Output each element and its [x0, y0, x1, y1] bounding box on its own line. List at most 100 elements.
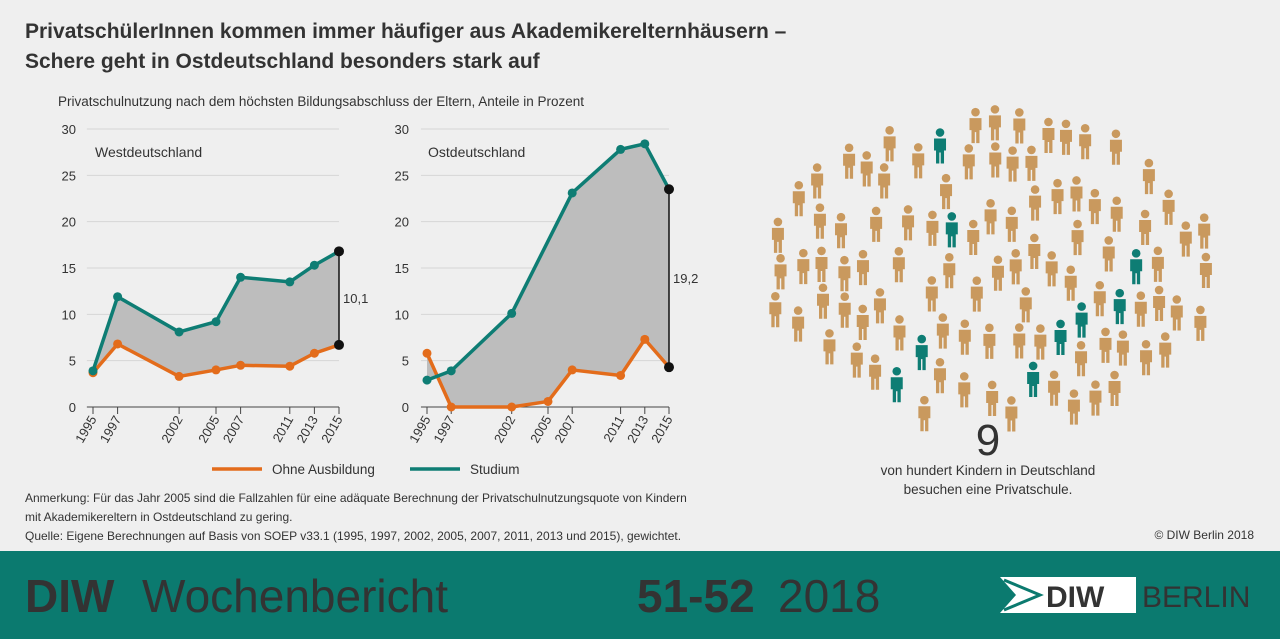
person-head — [1077, 302, 1086, 311]
person-head — [971, 107, 980, 117]
series-line — [425, 337, 671, 409]
point — [616, 144, 626, 154]
person-icon — [983, 323, 996, 359]
person-icon — [792, 180, 805, 217]
person-body — [893, 325, 906, 351]
person-body — [774, 264, 787, 290]
person-icon — [1029, 185, 1042, 221]
point — [88, 366, 98, 376]
logo-mark — [1003, 578, 1044, 612]
point — [567, 188, 577, 198]
person-icon — [1139, 209, 1152, 245]
person-icon — [771, 217, 784, 253]
person-body — [1070, 186, 1083, 212]
person-icon — [962, 144, 975, 180]
person-icon — [926, 210, 939, 246]
person-head — [771, 291, 780, 301]
person-body — [1151, 256, 1164, 282]
person-head — [1118, 330, 1128, 339]
person-icon — [1013, 108, 1026, 144]
person-head — [1199, 213, 1209, 222]
person-head — [844, 143, 854, 153]
person-icon — [1019, 287, 1032, 323]
person-body — [856, 260, 869, 286]
person-head — [773, 217, 783, 227]
person-head — [1047, 251, 1056, 260]
person-head — [1030, 185, 1040, 194]
point — [616, 370, 626, 380]
person-head — [858, 249, 868, 259]
person-head — [959, 372, 969, 381]
person-body — [936, 323, 949, 349]
person-body — [1194, 315, 1207, 341]
person-icon — [823, 329, 836, 365]
point — [664, 362, 674, 373]
person-icon — [878, 163, 891, 199]
person-icon — [1067, 389, 1080, 425]
person-head — [968, 219, 978, 229]
person-body — [1013, 333, 1026, 359]
point — [211, 317, 221, 327]
person-icon — [838, 255, 851, 292]
person-body — [970, 286, 983, 312]
person-head — [1049, 370, 1059, 380]
point — [334, 339, 344, 350]
y-tick-label: 25 — [62, 168, 76, 183]
person-body — [902, 215, 915, 241]
person-body — [873, 298, 886, 324]
person-body — [1110, 206, 1123, 232]
person-icon — [890, 366, 903, 403]
y-tick-label: 20 — [395, 215, 409, 230]
person-body — [1013, 118, 1026, 144]
point — [640, 334, 650, 344]
person-icon — [870, 206, 883, 242]
person-body — [1134, 301, 1147, 327]
person-head — [1008, 146, 1017, 155]
person-icon — [811, 163, 824, 199]
person-head — [990, 142, 1000, 151]
y-tick-label: 15 — [62, 261, 76, 276]
person-head — [885, 126, 894, 135]
person-body — [988, 115, 1001, 141]
person-body — [813, 213, 826, 239]
person-icon — [1025, 145, 1038, 181]
person-body — [1079, 134, 1092, 160]
person-body — [792, 316, 805, 342]
person-icon — [1071, 219, 1084, 256]
person-head — [941, 173, 951, 183]
person-icon — [1028, 233, 1041, 269]
year: 2018 — [778, 570, 880, 622]
person-icon — [1109, 129, 1122, 165]
person-body — [1159, 342, 1172, 368]
person-icon — [835, 212, 848, 249]
point — [113, 292, 123, 302]
person-icon — [1048, 370, 1061, 406]
person-head — [928, 210, 937, 220]
point — [285, 361, 295, 371]
person-icon — [958, 319, 971, 355]
person-body — [797, 259, 810, 285]
person-icon — [850, 342, 863, 378]
point — [640, 139, 650, 149]
person-icon — [873, 288, 886, 324]
point — [664, 184, 674, 195]
person-head — [1141, 339, 1151, 349]
person-body — [918, 406, 931, 432]
person-icon — [1110, 196, 1123, 232]
person-icon — [943, 253, 956, 289]
person-icon — [1034, 324, 1047, 360]
point — [507, 308, 517, 318]
person-icon — [1113, 288, 1126, 325]
person-icon — [934, 128, 947, 164]
person-head — [1011, 249, 1021, 258]
person-head — [1091, 380, 1100, 389]
person-head — [1181, 221, 1191, 230]
person-head — [1027, 145, 1036, 155]
person-body — [1006, 156, 1019, 182]
chart-title: Ostdeutschland — [428, 144, 525, 160]
person-head — [892, 366, 902, 376]
person-head — [1014, 323, 1024, 332]
person-icon — [1051, 178, 1064, 215]
series-line — [91, 342, 340, 379]
person-icon — [1006, 146, 1019, 182]
